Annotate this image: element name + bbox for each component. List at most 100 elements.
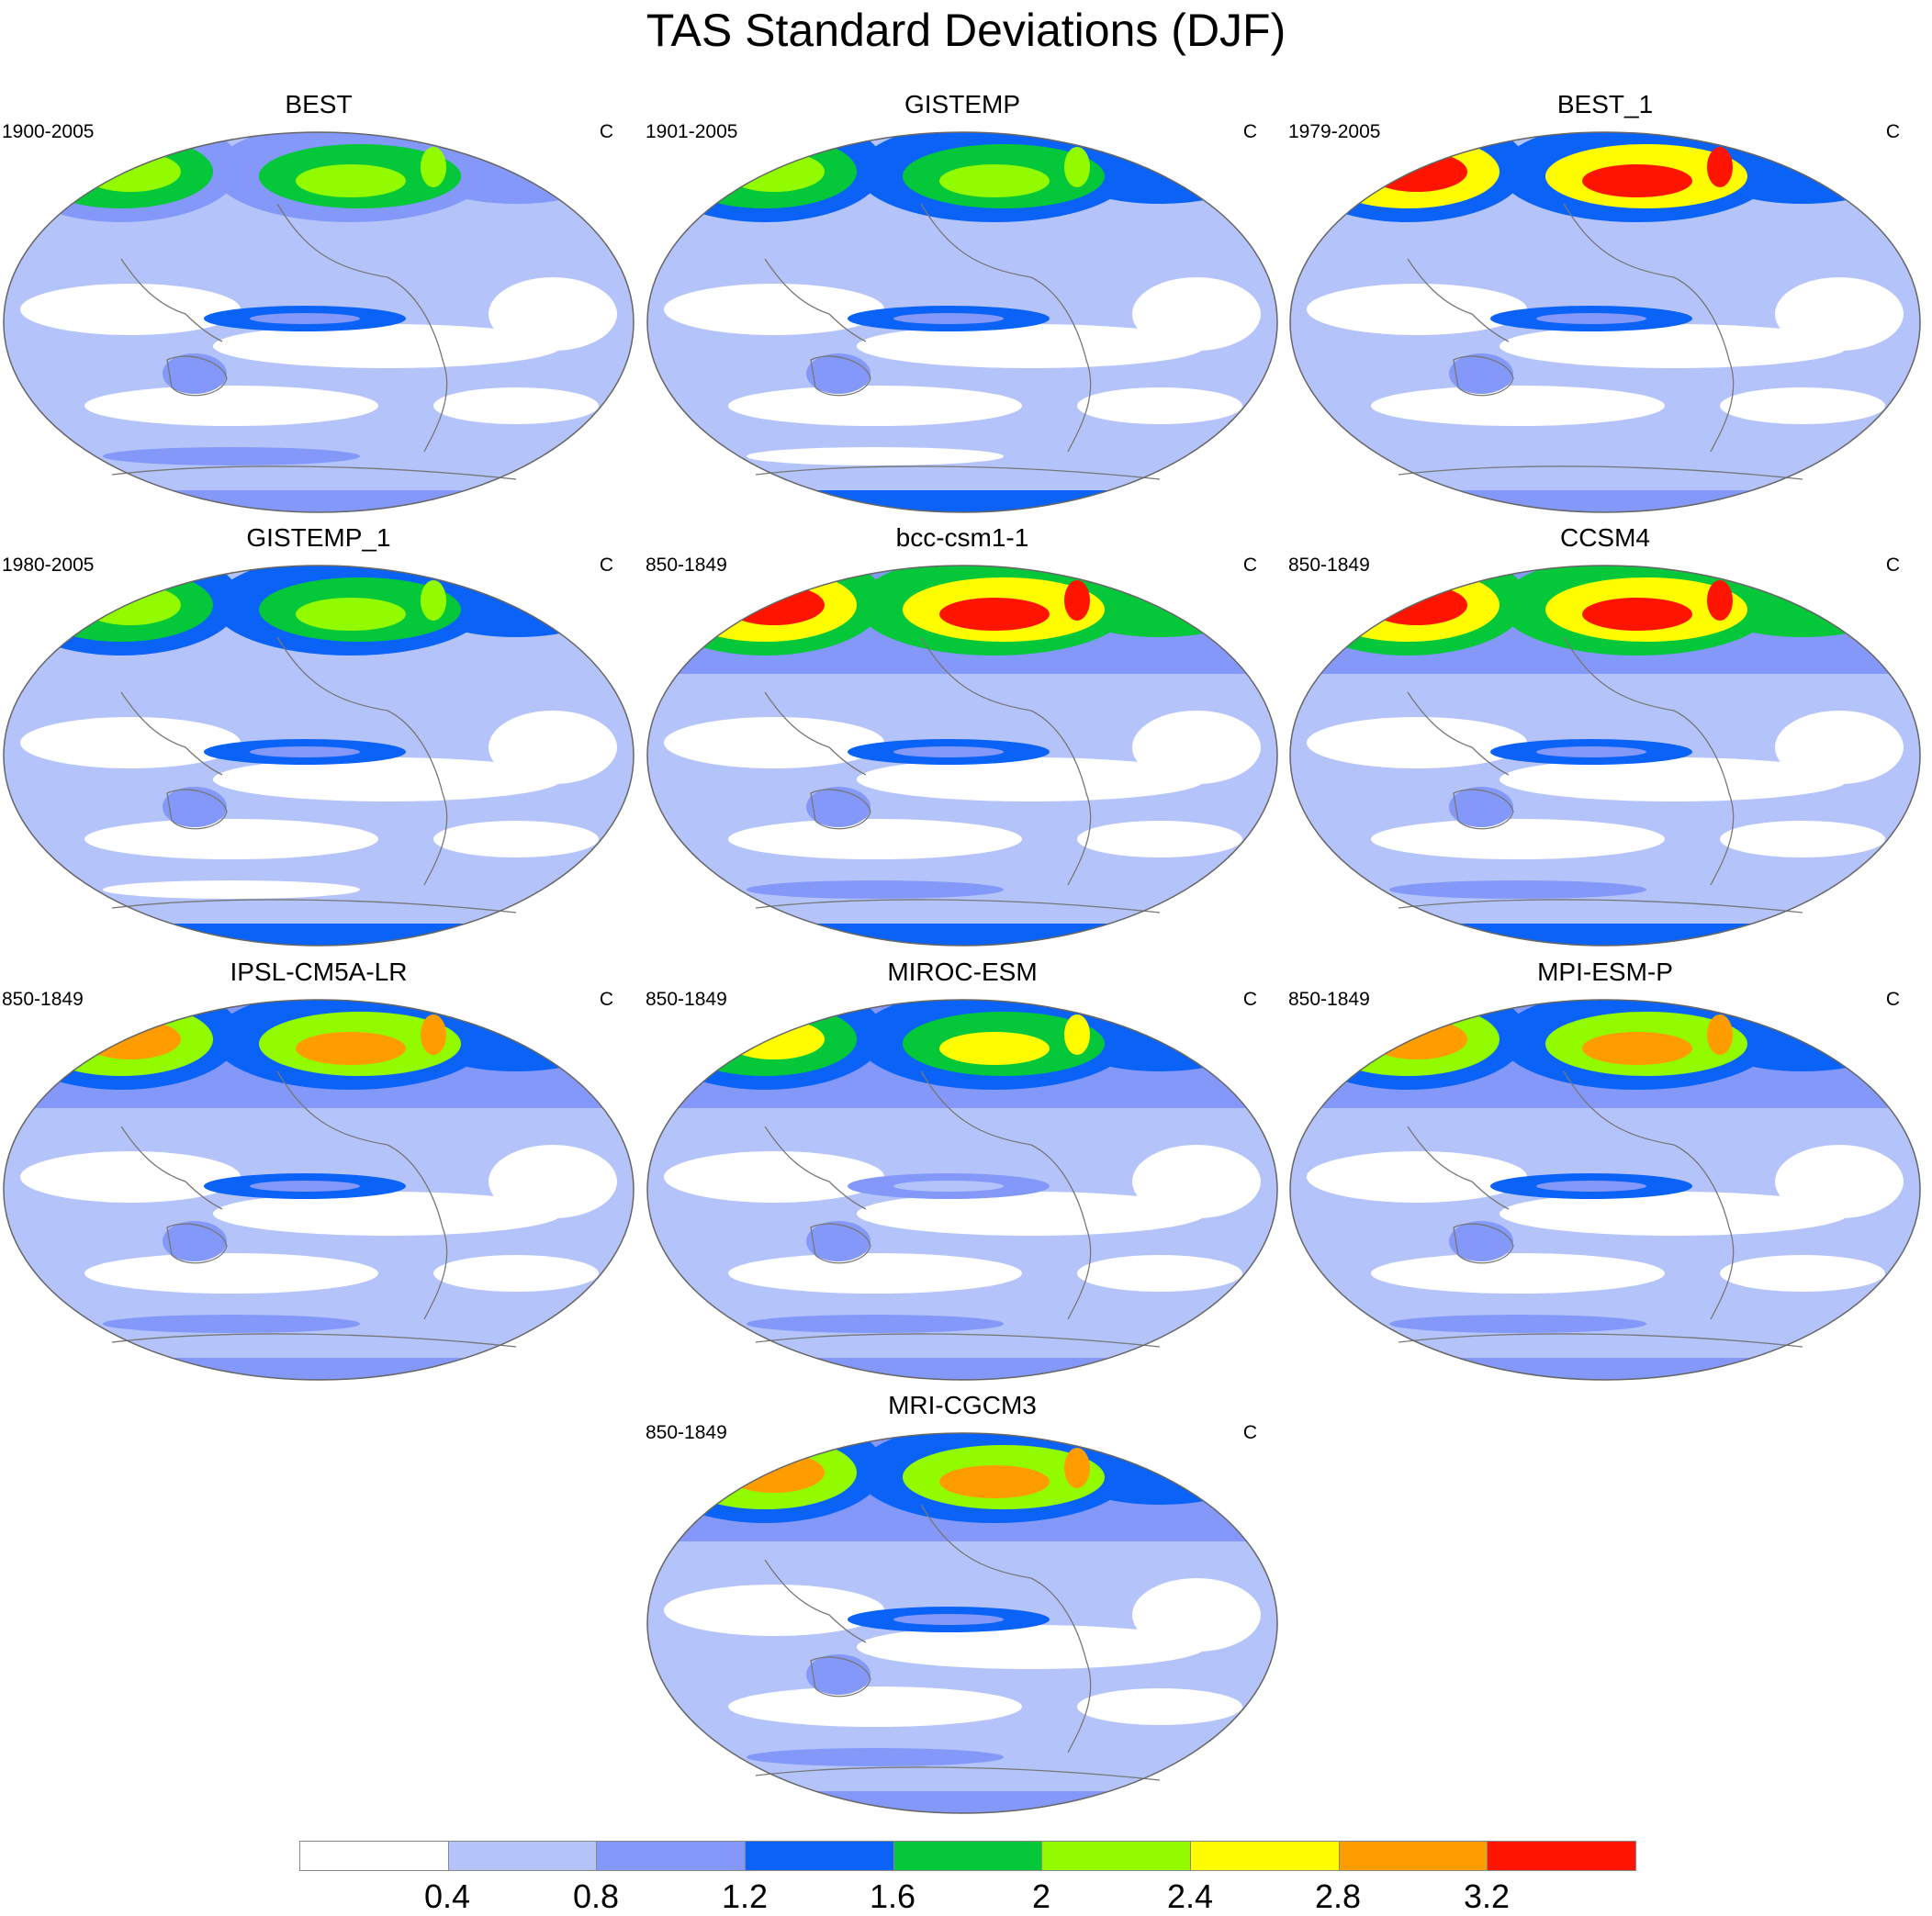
robinson-map (646, 565, 1278, 947)
low-variance-band (1720, 387, 1885, 424)
americas-coast (1563, 203, 1735, 453)
colorbar-label: 0.8 (572, 1877, 620, 1915)
robinson-map (646, 131, 1278, 513)
panel-period: 1900-2005 (2, 121, 95, 142)
colorbar (299, 1841, 1636, 1873)
low-variance-band (489, 1145, 617, 1218)
americas-coast (920, 636, 1092, 886)
coastlines (111, 203, 517, 480)
panel-period: 850-1849 (1288, 555, 1370, 576)
panel-units: C (599, 989, 613, 1010)
low-variance-band (664, 284, 884, 335)
low-variance-band (1500, 757, 1848, 801)
robinson-map (1289, 131, 1921, 513)
antarctic-coast (1398, 899, 1803, 913)
americas-coast (920, 203, 1092, 453)
low-variance-band (1077, 821, 1242, 857)
enso-core (250, 1181, 360, 1192)
map-panel: CCSM4 850-1849 C (1288, 523, 1922, 964)
panel-units: C (1242, 555, 1257, 576)
panel-title: BEST_1 (1556, 90, 1654, 118)
robinson-map (646, 1432, 1278, 1814)
low-variance-band (1132, 277, 1261, 351)
map-panel: BEST 1900-2005 C (2, 90, 635, 531)
low-variance-band (1132, 711, 1261, 784)
southern-band (103, 447, 360, 465)
map-outline (646, 1432, 1278, 1814)
australia-region (806, 353, 871, 394)
asia-coast (120, 691, 223, 776)
southern-band (1389, 447, 1646, 465)
enso-core (1536, 1181, 1646, 1192)
australia-coast (810, 1656, 871, 1698)
low-variance-band (213, 1192, 562, 1236)
arctic-core (1707, 1014, 1733, 1055)
low-variance-band (1307, 284, 1527, 335)
low-variance-band (84, 1253, 378, 1294)
low-variance-band (1132, 1145, 1261, 1218)
americas-coast (276, 636, 448, 886)
arctic-core (296, 1032, 406, 1065)
coastlines (1398, 203, 1803, 480)
americas-coast (276, 203, 448, 453)
antarctic-band (4, 924, 634, 946)
low-variance-band (1720, 821, 1885, 857)
antarctic-band (1290, 490, 1920, 512)
southern-band (747, 880, 1004, 899)
southern-band (103, 880, 360, 899)
low-variance-band (857, 1625, 1206, 1669)
arctic-core (939, 598, 1050, 631)
low-variance-band (1500, 324, 1848, 368)
low-variance-band (489, 277, 617, 351)
arctic-core (421, 1014, 446, 1055)
enso-core (250, 746, 360, 757)
southern-band (747, 1315, 1004, 1333)
australia-region (163, 1221, 227, 1261)
low-variance-band (213, 757, 562, 801)
arctic-core (1707, 580, 1733, 621)
asia-coast (764, 691, 867, 776)
panel-title: MRI-CGCM3 (888, 1391, 1037, 1419)
coastlines (1398, 636, 1803, 913)
australia-region (1449, 1221, 1513, 1261)
australia-region (806, 1654, 871, 1695)
enso-core (893, 1614, 1004, 1625)
southern-band (747, 447, 1004, 465)
low-variance-band (728, 1253, 1022, 1294)
arctic-core (80, 1019, 181, 1059)
arctic-core (724, 1019, 825, 1059)
panel-units: C (1242, 989, 1257, 1010)
arctic-region (29, 135, 213, 208)
antarctic-coast (111, 899, 517, 913)
low-variance-band (213, 324, 562, 368)
low-variance-band (728, 386, 1022, 426)
australia-coast (1453, 355, 1514, 397)
arctic-core (1064, 1014, 1090, 1055)
southern-band (1389, 1315, 1646, 1333)
asia-coast (764, 1559, 867, 1643)
antarctic-coast (755, 1333, 1161, 1348)
panel-period: 850-1849 (646, 989, 727, 1010)
panel-period: 850-1849 (1288, 989, 1370, 1010)
robinson-map (3, 565, 635, 947)
australia-region (1449, 787, 1513, 827)
enso-core (893, 1181, 1004, 1192)
low-variance-band (20, 284, 241, 335)
map-panel: MPI-ESM-P 850-1849 C (1288, 958, 1922, 1398)
low-variance-band (1077, 387, 1242, 424)
panel-period: 1901-2005 (646, 121, 738, 142)
panel-units: C (599, 121, 613, 142)
panel-units: C (1885, 555, 1900, 576)
low-variance-band (728, 1686, 1022, 1727)
arctic-core (724, 585, 825, 625)
colorbar-label: 3.2 (1463, 1877, 1511, 1915)
low-variance-band (1775, 1145, 1904, 1218)
colorbar-label: 1.6 (869, 1877, 916, 1915)
antarctic-band (647, 924, 1277, 946)
arctic-region (673, 568, 857, 642)
asia-coast (120, 258, 223, 342)
australia-coast (1453, 789, 1514, 830)
arctic-core (1064, 1448, 1090, 1488)
low-variance-band (489, 711, 617, 784)
asia-coast (764, 258, 867, 342)
